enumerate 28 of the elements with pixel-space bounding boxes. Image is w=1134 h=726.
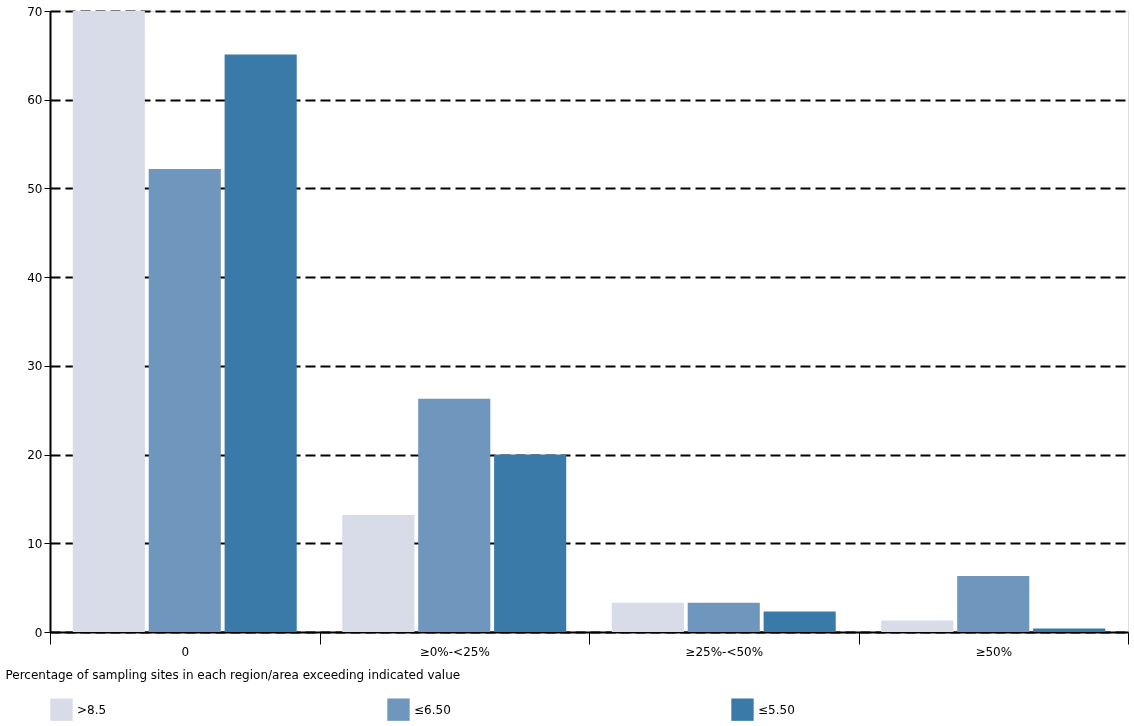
legend-label: >8.5 (77, 702, 107, 717)
bar (881, 620, 954, 632)
x-axis-title: Percentage of sampling sites in each region/area exceeding indicated value (5, 667, 461, 682)
y-tick-label: 10 (27, 536, 43, 551)
bar (611, 602, 684, 632)
x-tick-label: 0 (181, 644, 190, 659)
legend-label: ≤5.50 (758, 702, 795, 717)
y-tick-label: 40 (27, 270, 43, 285)
bar (957, 576, 1030, 632)
bar (1033, 628, 1106, 632)
bar (687, 602, 760, 632)
bar (763, 611, 836, 632)
bar (494, 454, 567, 632)
y-tick-label: 50 (27, 181, 43, 196)
y-tick-label: 20 (27, 448, 43, 463)
x-tick-label: ≥25%-<50% (685, 644, 764, 659)
bar (418, 398, 491, 632)
bar (224, 54, 297, 632)
legend-label: ≤6.50 (414, 702, 451, 717)
y-tick-label: 70 (27, 4, 43, 19)
bar (148, 168, 221, 632)
x-tick-label: ≥0%-<25% (419, 644, 490, 659)
bar (342, 514, 415, 632)
bar (72, 11, 145, 632)
y-tick-label: 0 (34, 625, 43, 640)
x-tick-label: ≥50% (975, 644, 1013, 659)
y-tick-label: 30 (27, 359, 43, 374)
y-tick-label: 60 (27, 93, 43, 108)
